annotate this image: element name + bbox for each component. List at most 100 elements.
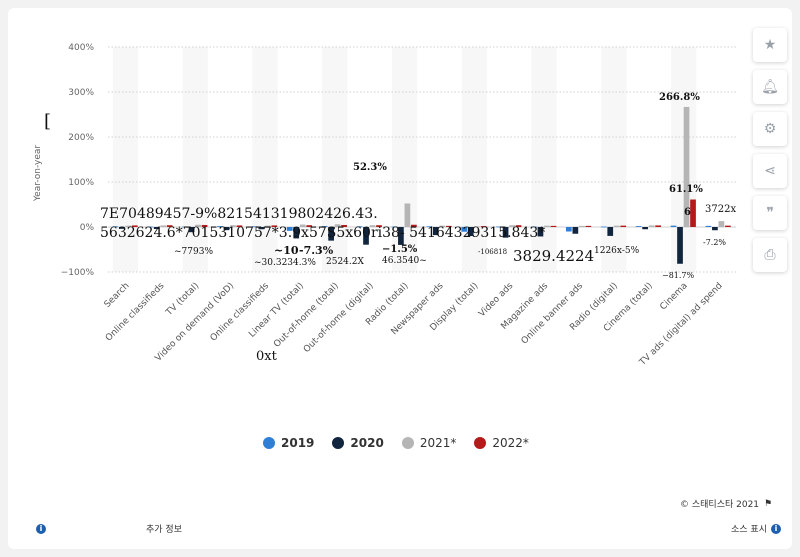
bar [411, 224, 417, 227]
bar [677, 227, 683, 264]
print-icon[interactable]: ⎙ [753, 238, 787, 272]
data-label: 0xt [256, 349, 278, 364]
bar [572, 227, 579, 234]
bar [188, 227, 195, 233]
bar [166, 225, 173, 227]
data-label: -7.2% [703, 238, 726, 247]
bar [509, 225, 515, 227]
data-label: 5632624.6*7015310757*3.9x57S5x60ri38- 54… [100, 225, 545, 241]
bell-icon[interactable]: 🔔︎ [753, 70, 787, 104]
data-label: 3829.4224 [513, 247, 594, 265]
bar [321, 226, 328, 227]
share-icon[interactable]: ⋖ [753, 154, 787, 188]
bar [230, 225, 236, 227]
bar [131, 225, 138, 227]
bar [585, 225, 592, 227]
flag-icon: ⚑ [764, 498, 773, 509]
data-label: [ [44, 111, 51, 132]
data-label: ~10 [274, 244, 299, 257]
chart-card: −100% 0% 100% 200% 300% 400% Search Online clas… [8, 8, 792, 549]
data-label: 52.3% [353, 162, 387, 173]
credit[interactable]: © 스태티스타 2021 ⚑ [680, 498, 773, 511]
bar [223, 227, 230, 231]
x-tick-label: Out-of-home (digital) [302, 281, 376, 355]
bar [648, 225, 655, 227]
bar [118, 227, 125, 229]
bar [369, 225, 376, 227]
bar [600, 226, 607, 228]
bar [467, 227, 474, 236]
data-label: -106818 [478, 248, 507, 256]
bar [125, 225, 132, 227]
bar [271, 225, 278, 227]
legend-item-2019[interactable]: 2019 [263, 436, 314, 450]
bar [341, 224, 347, 227]
column-band [461, 47, 487, 272]
bar [299, 224, 306, 227]
bar [607, 227, 614, 236]
info-icon: i [36, 523, 46, 534]
legend-dot-2019 [263, 437, 275, 449]
bar [356, 226, 363, 228]
x-tick-label: Online classifieds [209, 281, 272, 344]
bar [426, 226, 433, 228]
y-tick-label: 200% [68, 133, 94, 143]
bar [642, 227, 648, 230]
legend-item-2022[interactable]: 2022* [474, 436, 529, 450]
bar [515, 225, 522, 227]
bar [334, 224, 341, 227]
data-label: 61.1% [669, 184, 703, 195]
y-axis-title: Year-on-year [33, 144, 44, 202]
quote-icon[interactable]: ❞ [753, 196, 787, 230]
more-info[interactable]: i 추가 정보 [36, 522, 182, 535]
legend-dot-2020 [332, 437, 345, 449]
data-label: −1.5% [382, 244, 418, 255]
y-tick-label: −100% [61, 268, 95, 278]
x-tick-label: Online banner ads [520, 281, 586, 347]
data-label: 3722x [705, 204, 736, 215]
bar [537, 227, 544, 237]
y-tick-label: 100% [68, 178, 94, 188]
bar [474, 226, 481, 228]
data-label: ~30.3234.3% [254, 258, 316, 268]
bar [480, 226, 487, 227]
legend-dot-2021 [401, 437, 414, 449]
star-icon[interactable]: ★ [753, 28, 787, 62]
column-band [601, 47, 627, 272]
bar [160, 225, 167, 227]
x-tick-label: Out-of-home (total) [272, 281, 341, 350]
bar [182, 226, 188, 228]
legend: 2019 2020 2021* 2022* [263, 436, 529, 450]
bar [391, 226, 398, 228]
bar [496, 226, 502, 228]
data-label: −81.7% [662, 271, 695, 280]
legend-dot-2022 [474, 437, 487, 449]
bar [445, 225, 452, 227]
legend-item-2020[interactable]: 2020 [332, 436, 384, 450]
bar [439, 225, 446, 227]
bar [550, 225, 557, 227]
y-tick-label: 400% [68, 43, 94, 53]
bar [712, 227, 718, 231]
show-source[interactable]: 소스 표시 i [731, 522, 781, 535]
gear-icon[interactable]: ⚙ [753, 112, 787, 146]
bar [265, 225, 271, 227]
bar [404, 203, 411, 227]
x-tick-label: Search [103, 281, 132, 310]
bar [363, 227, 369, 245]
data-label: ~7793% [174, 247, 213, 257]
bar [376, 225, 382, 227]
bar [252, 226, 258, 228]
bar [195, 224, 201, 227]
legend-item-2021[interactable]: 2021* [401, 436, 456, 450]
bar [153, 227, 160, 230]
bar [670, 225, 677, 227]
column-band [322, 47, 348, 272]
bar [531, 226, 537, 228]
bar [398, 227, 404, 245]
data-label: 6 [684, 207, 691, 218]
data-label: 7E70489457-9%821541319802426.43. [100, 206, 378, 222]
bar [217, 226, 223, 227]
y-axis-title-wrap: Year-on-year [22, 128, 92, 228]
data-label: 46.3540~ [382, 256, 427, 266]
